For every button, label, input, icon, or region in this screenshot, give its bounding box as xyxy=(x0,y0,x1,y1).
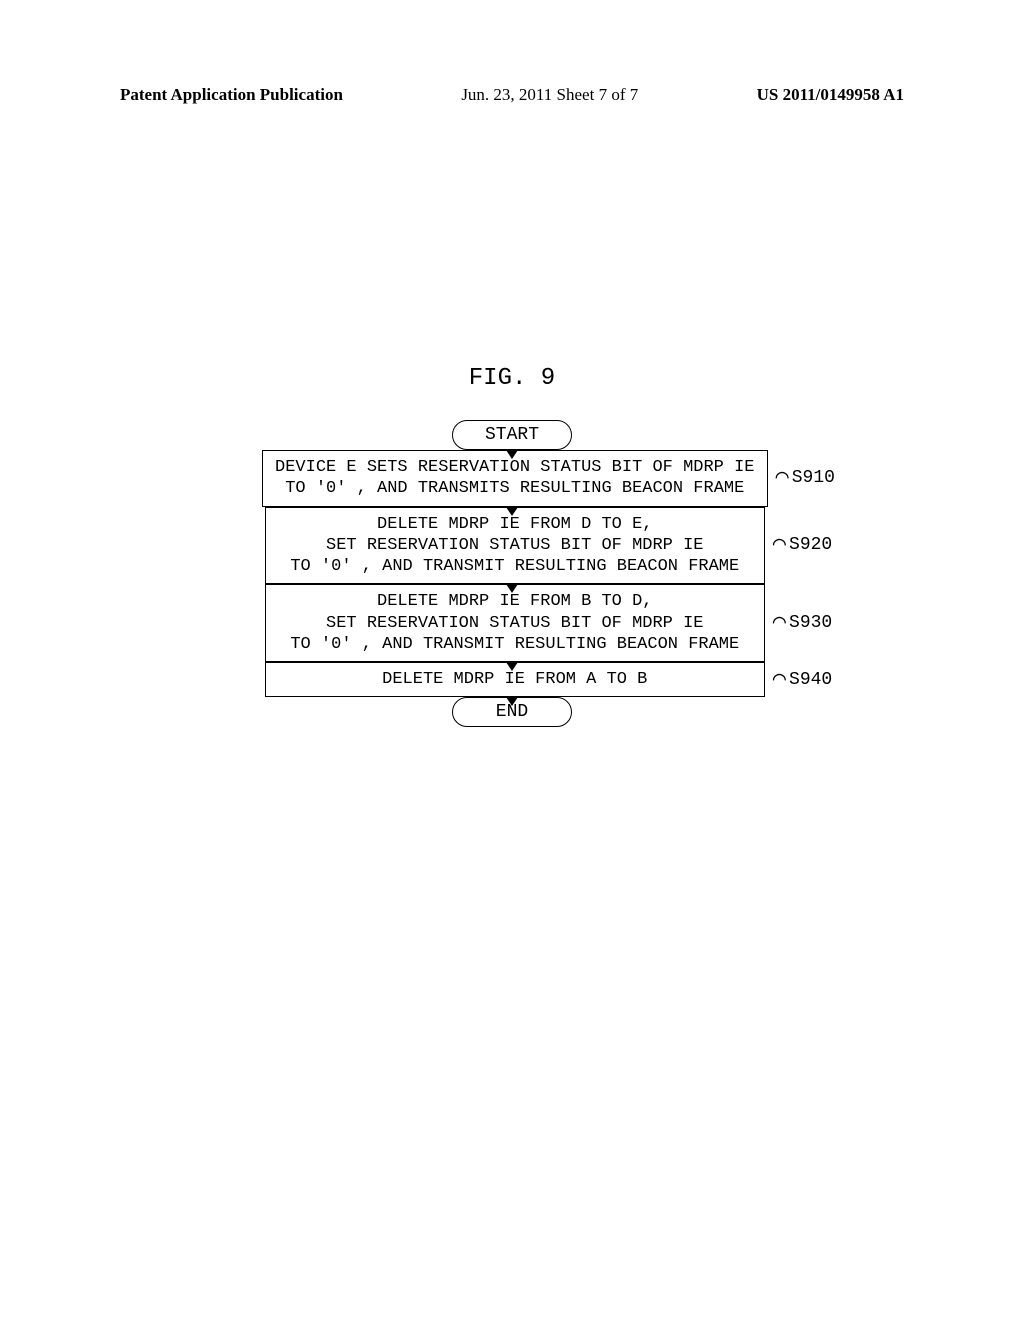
process-line: DELETE MDRP IE FROM D TO E, xyxy=(278,514,752,535)
step-tag-label: S930 xyxy=(789,613,832,633)
step-tag-s910: ⌒ S910 xyxy=(776,468,835,488)
step-s920-row: DELETE MDRP IE FROM D TO E, SET RESERVAT… xyxy=(192,507,832,585)
figure-title: FIG. 9 xyxy=(0,365,1024,392)
step-tag-label: S910 xyxy=(792,468,835,488)
step-tag-s930: ⌒ S930 xyxy=(773,613,832,633)
process-line: DEVICE E SETS RESERVATION STATUS BIT OF … xyxy=(275,457,754,478)
flowchart: START DEVICE E SETS RESERVATION STATUS B… xyxy=(0,420,1024,727)
header-right: US 2011/0149958 A1 xyxy=(757,85,904,105)
process-line: DELETE MDRP IE FROM B TO D, xyxy=(278,591,752,612)
step-tag-s920: ⌒ S920 xyxy=(773,535,832,555)
step-s930-row: DELETE MDRP IE FROM B TO D, SET RESERVAT… xyxy=(192,584,832,662)
page-header: Patent Application Publication Jun. 23, … xyxy=(0,85,1024,105)
step-tag-label: S940 xyxy=(789,670,832,690)
header-center: Jun. 23, 2011 Sheet 7 of 7 xyxy=(461,85,638,105)
process-line: DELETE MDRP IE FROM A TO B xyxy=(278,669,752,690)
process-box-s930: DELETE MDRP IE FROM B TO D, SET RESERVAT… xyxy=(265,584,765,662)
process-box-s920: DELETE MDRP IE FROM D TO E, SET RESERVAT… xyxy=(265,507,765,585)
process-line: TO '0' , AND TRANSMIT RESULTING BEACON F… xyxy=(278,634,752,655)
start-terminal: START xyxy=(452,420,572,450)
step-tag-label: S920 xyxy=(789,535,832,555)
process-line: SET RESERVATION STATUS BIT OF MDRP IE xyxy=(278,613,752,634)
process-line: SET RESERVATION STATUS BIT OF MDRP IE xyxy=(278,535,752,556)
process-line: TO '0' , AND TRANSMIT RESULTING BEACON F… xyxy=(278,556,752,577)
step-tag-s940: ⌒ S940 xyxy=(773,670,832,690)
process-line: TO '0' , AND TRANSMITS RESULTING BEACON … xyxy=(275,478,754,499)
header-left: Patent Application Publication xyxy=(120,85,343,105)
